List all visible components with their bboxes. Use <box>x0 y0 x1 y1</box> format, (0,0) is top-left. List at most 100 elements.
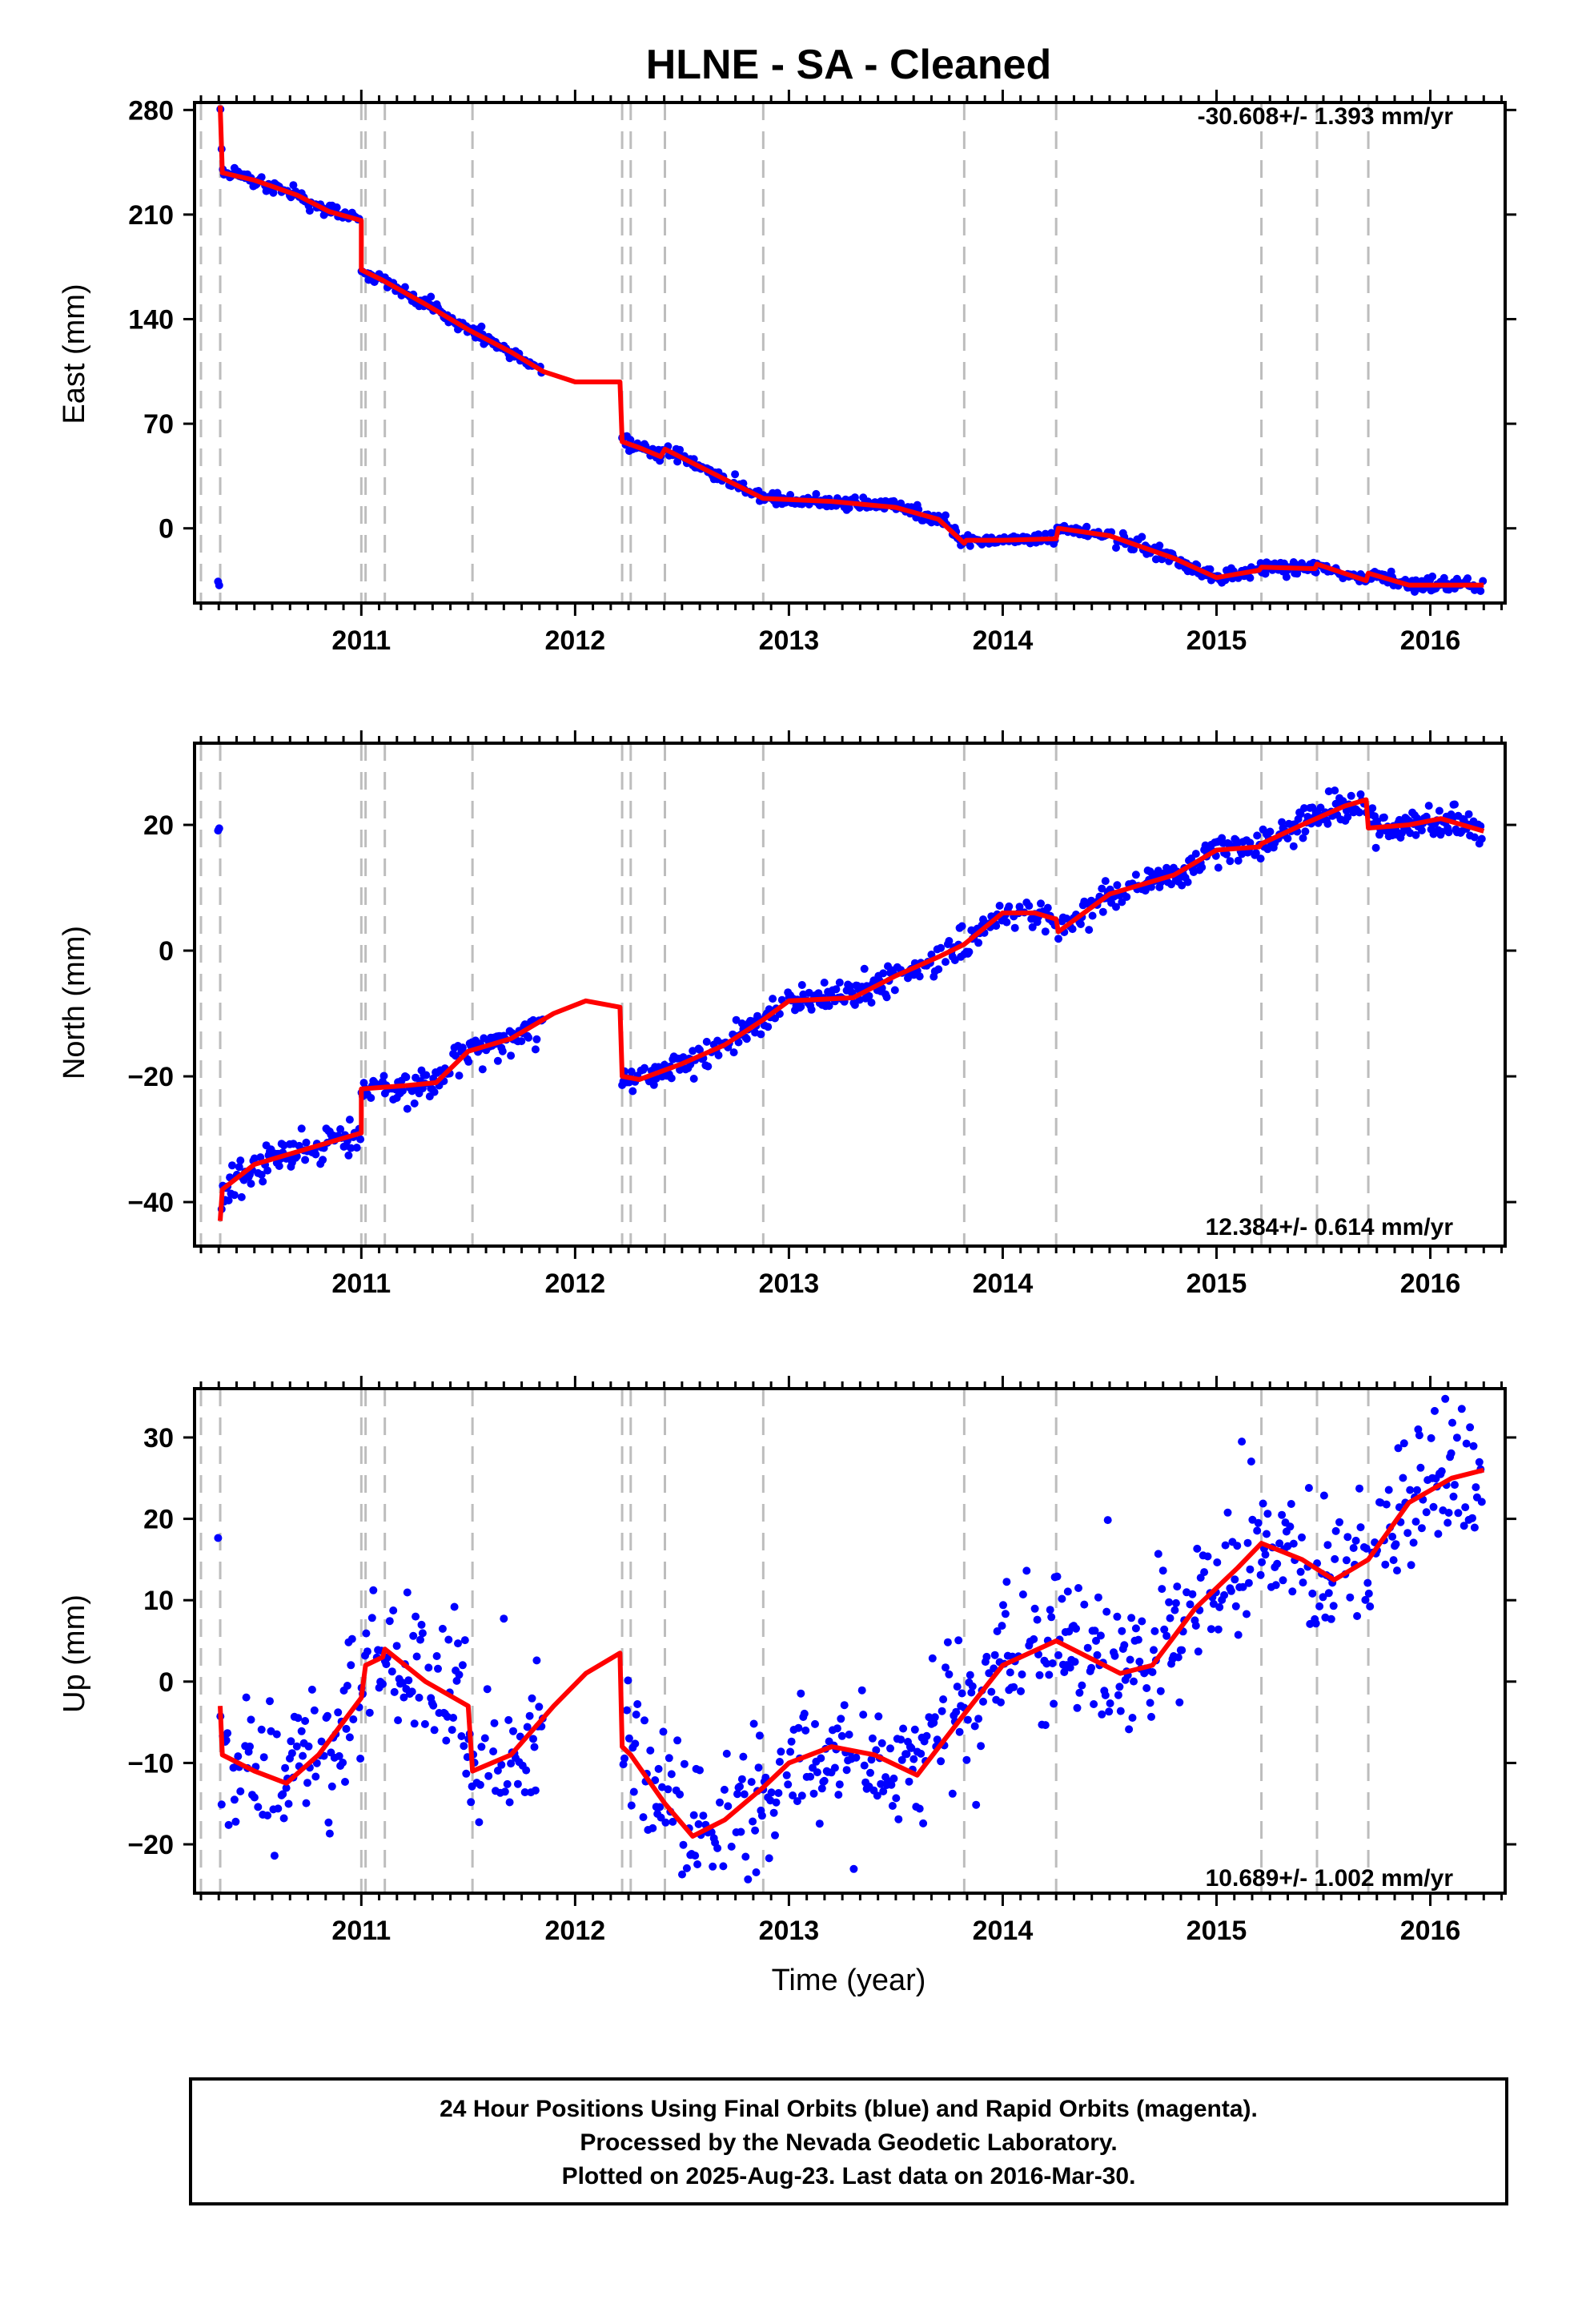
up-data-point <box>909 1755 918 1763</box>
up-data-point <box>689 1811 698 1819</box>
up-data-point <box>490 1719 499 1727</box>
up-data-point <box>1231 1602 1240 1610</box>
up-data-point <box>1130 1677 1138 1686</box>
north-data-point <box>769 995 777 1003</box>
north-data-point <box>452 1051 460 1060</box>
up-data-point <box>266 1697 274 1706</box>
east-data-point <box>1476 587 1485 595</box>
up-data-point <box>385 1617 394 1626</box>
up-data-point <box>1113 1612 1122 1621</box>
up-data-point <box>531 1786 540 1795</box>
east-x-tick-label: 2016 <box>1400 625 1461 656</box>
up-data-point <box>1331 1554 1339 1563</box>
north-data-point <box>455 1072 464 1080</box>
up-data-point <box>1441 1394 1450 1403</box>
up-data-point <box>217 1800 226 1809</box>
north-data-point <box>890 986 899 995</box>
up-data-point <box>454 1639 462 1648</box>
up-data-point <box>948 1789 957 1798</box>
up-data-point <box>1353 1612 1362 1620</box>
up-data-point <box>786 1747 795 1756</box>
up-data-point <box>767 1788 776 1797</box>
up-data-point <box>1444 1509 1453 1517</box>
up-data-point <box>1174 1653 1182 1662</box>
north-x-tick-label: 2013 <box>759 1269 820 1299</box>
north-y-tick-label: 0 <box>159 936 174 967</box>
up-data-point <box>1243 1538 1252 1547</box>
north-data-point <box>1113 881 1122 890</box>
north-model-line <box>218 797 1485 1221</box>
up-data-point <box>500 1614 508 1623</box>
east-x-tick-label: 2012 <box>545 625 606 656</box>
up-data-point <box>438 1624 447 1633</box>
up-data-point <box>962 1755 971 1764</box>
east-data-point <box>1155 541 1164 550</box>
up-data-point <box>669 1817 677 1826</box>
north-data-point <box>237 1192 246 1201</box>
north-data-point <box>464 1057 473 1066</box>
up-data-point <box>842 1766 851 1775</box>
north-data-point <box>714 1051 723 1059</box>
footer-box: 24 Hour Positions Using Final Orbits (bl… <box>189 2077 1508 2205</box>
up-data-point <box>1393 1566 1401 1575</box>
up-data-point <box>513 1779 522 1788</box>
up-data-point <box>1116 1707 1125 1715</box>
north-data-point <box>1355 808 1363 817</box>
north-data-point <box>958 922 966 931</box>
up-data-point <box>953 1683 962 1691</box>
up-data-point <box>1343 1533 1352 1542</box>
up-y-tick-label: 30 <box>143 1423 174 1454</box>
up-data-point <box>1254 1518 1263 1527</box>
east-x-tick-label: 2013 <box>759 625 820 656</box>
east-step-epochs <box>199 103 1370 603</box>
north-data-point <box>422 1071 431 1080</box>
up-data-point <box>1243 1610 1251 1618</box>
up-data-point <box>345 1733 354 1742</box>
up-data-point <box>224 1820 233 1829</box>
up-data-point <box>892 1794 901 1803</box>
north-data-point <box>493 1056 502 1065</box>
up-data-point <box>733 1790 741 1799</box>
up-data-point <box>270 1852 279 1860</box>
north-data-point <box>1226 857 1235 866</box>
up-data-point <box>774 1789 783 1797</box>
up-data-point <box>784 1780 793 1789</box>
north-data-point <box>1062 915 1071 923</box>
up-data-point <box>915 1804 924 1813</box>
north-data-point <box>235 1163 243 1172</box>
east-x-tick-label: 2011 <box>331 625 391 656</box>
east-data-point <box>289 181 298 190</box>
up-data-point <box>627 1801 636 1810</box>
up-data-point <box>797 1791 806 1800</box>
up-data-point <box>1080 1600 1089 1609</box>
north-data-point <box>1253 831 1262 840</box>
up-data-point <box>284 1799 293 1808</box>
up-data-point <box>1066 1663 1074 1672</box>
east-data-point <box>1112 544 1120 552</box>
up-data-point <box>382 1660 391 1669</box>
up-data-point <box>623 1706 631 1715</box>
up-data-point <box>1329 1602 1338 1610</box>
north-data-point <box>850 1000 859 1009</box>
up-data-point <box>1162 1631 1171 1640</box>
up-data-point <box>837 1715 845 1723</box>
north-data-point <box>257 1170 266 1179</box>
up-data-point <box>257 1725 266 1734</box>
up-data-point <box>1125 1725 1134 1734</box>
up-data-point <box>442 1736 451 1745</box>
north-axis-label: North (mm) <box>58 926 91 1080</box>
up-data-point <box>339 1759 347 1767</box>
up-data-point <box>416 1635 424 1644</box>
up-data-point <box>1114 1691 1122 1699</box>
up-data-point <box>1060 1668 1069 1676</box>
east-x-tick-label: 2014 <box>973 625 1034 656</box>
up-data-point <box>259 1753 268 1762</box>
up-data-point <box>1447 1449 1456 1458</box>
up-data-point <box>1046 1606 1054 1614</box>
up-data-point <box>664 1785 673 1794</box>
up-data-point <box>324 1818 333 1827</box>
north-data-point <box>263 1166 272 1175</box>
up-data-point <box>665 1754 673 1763</box>
north-data-point <box>1437 827 1446 836</box>
up-data-point <box>365 1708 374 1717</box>
